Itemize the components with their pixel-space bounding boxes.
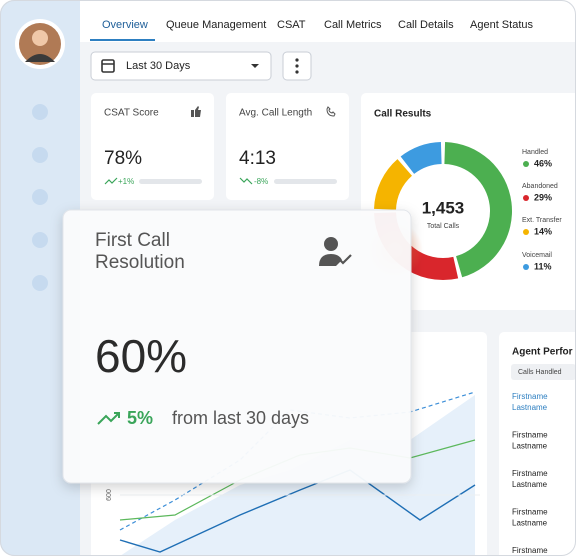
agent-name: Firstname — [512, 469, 548, 478]
tab[interactable]: Call Metrics — [324, 19, 382, 31]
legend-value: 14% — [534, 226, 552, 236]
dropdown-caret — [251, 64, 259, 68]
card-title: Agent Perfor — [512, 347, 573, 358]
tab[interactable]: CSAT — [277, 19, 306, 31]
agent-name: Lastname — [512, 442, 548, 451]
thumb-icon — [191, 106, 201, 117]
fcr-trend: 5% — [127, 408, 153, 428]
avg-call-card — [226, 93, 349, 200]
legend-swatch — [523, 195, 529, 201]
legend-swatch — [523, 229, 529, 235]
legend-label: Ext. Transfer — [522, 217, 562, 224]
nav-dot[interactable] — [32, 189, 48, 205]
card-title: Call Results — [374, 109, 432, 120]
calendar-icon — [101, 59, 115, 73]
legend-value: 11% — [534, 261, 552, 271]
tab[interactable]: Agent Status — [470, 19, 533, 31]
legend-label: Abandoned — [522, 183, 558, 190]
card-title: Avg. Call Length — [239, 108, 312, 119]
agent-check-icon-check — [338, 254, 352, 265]
fcr-value: 60% — [95, 330, 187, 382]
legend-value: 46% — [534, 158, 552, 168]
legend-swatch — [523, 161, 529, 167]
card-trend: +1% — [118, 177, 134, 186]
donut-total: 1,453 — [422, 198, 465, 217]
agent-name[interactable]: Firstname — [512, 392, 548, 401]
y-tick-label: 600 — [106, 489, 113, 501]
nav-dot[interactable] — [32, 232, 48, 248]
donut-segment — [400, 142, 442, 174]
date-filter-label: Last 30 Days — [126, 60, 191, 72]
progress-track — [274, 179, 337, 184]
agent-name: Firstname — [512, 508, 548, 517]
agent-check-icon — [324, 237, 338, 251]
card-title: CSAT Score — [104, 108, 159, 119]
card-value: 78% — [104, 148, 142, 169]
legend-swatch — [523, 264, 529, 270]
tab[interactable]: Call Details — [398, 19, 454, 31]
donut-total-label: Total Calls — [427, 223, 460, 230]
legend-value: 29% — [534, 192, 552, 202]
date-dropdown[interactable] — [90, 51, 272, 81]
agent-name: Lastname — [512, 480, 548, 489]
legend-label: Voicemail — [522, 252, 552, 259]
nav-dot[interactable] — [32, 104, 48, 120]
trend-up-icon — [104, 177, 118, 185]
tab[interactable]: Overview — [102, 19, 148, 31]
trend-line-blue — [119, 469, 476, 553]
agent-name: Firstname — [512, 431, 548, 440]
card-value: 4:13 — [239, 148, 276, 169]
active-tab-indicator — [90, 39, 155, 41]
agent-name: Firstname — [512, 546, 548, 555]
progress-track — [139, 179, 202, 184]
phone-icon — [326, 106, 336, 117]
fcr-card — [62, 209, 412, 484]
donut-segment — [444, 142, 512, 278]
agent-performance-card — [499, 332, 576, 556]
fcr-title: Resolution — [95, 252, 185, 273]
tab-bar — [80, 0, 576, 42]
agent-name: Lastname — [512, 519, 548, 528]
trend-down-icon — [239, 177, 253, 185]
agent-name[interactable]: Lastname — [512, 403, 548, 412]
chip[interactable] — [511, 364, 576, 380]
card-trend: -8% — [254, 177, 268, 186]
chip-label: Calls Handled — [518, 369, 562, 376]
avatar-body — [25, 54, 55, 62]
agent-check-icon-body — [319, 254, 342, 266]
fcr-trend-text: from last 30 days — [172, 408, 309, 428]
donut-segment — [374, 159, 412, 210]
tab[interactable]: Queue Management — [166, 19, 266, 31]
avatar-face — [32, 30, 48, 46]
nav-dot[interactable] — [32, 275, 48, 291]
trend-up-icon — [97, 412, 120, 425]
fcr-title: First Call — [95, 230, 170, 251]
legend-label: Handled — [522, 149, 548, 156]
nav-dot[interactable] — [32, 147, 48, 163]
csat-card — [91, 93, 214, 200]
